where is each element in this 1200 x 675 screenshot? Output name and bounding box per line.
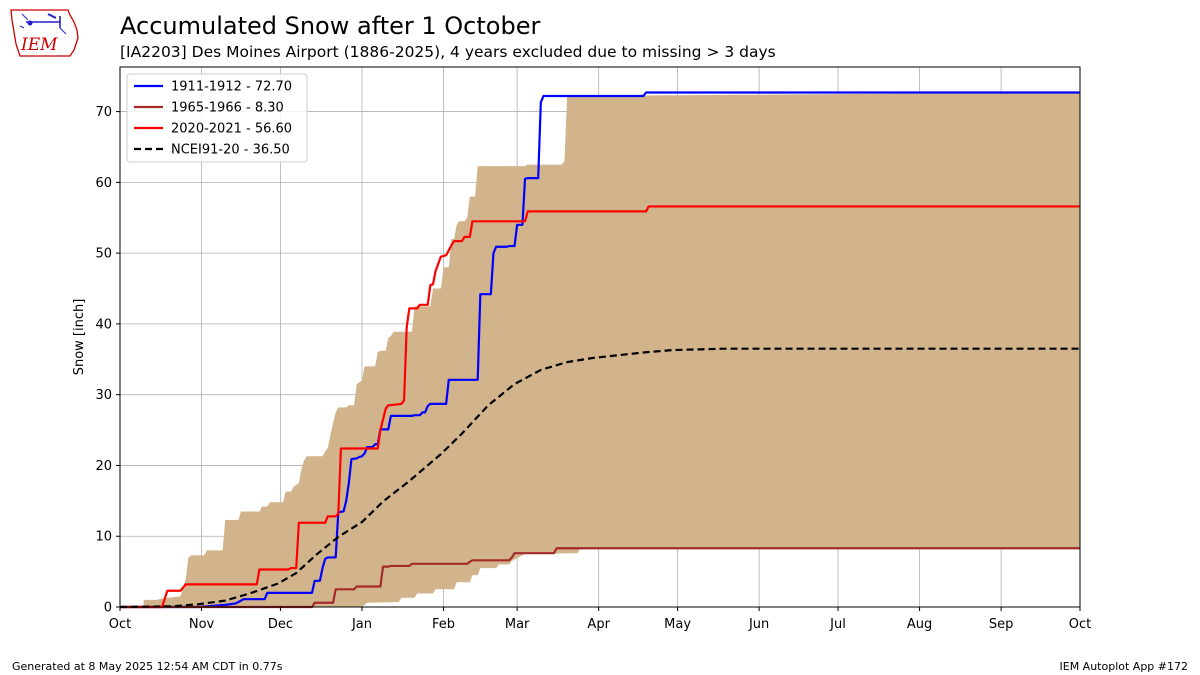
chart-title: Accumulated Snow after 1 October [120,12,541,40]
x-tick-label: Oct [1069,617,1091,632]
y-axis-label: Snow [inch] [72,299,87,376]
legend-label: NCEI91-20 - 36.50 [171,143,290,158]
y-tick-label: 0 [104,601,112,616]
legend-label: 1911-1912 - 72.70 [171,80,292,95]
x-tick-label: Dec [268,617,293,632]
y-axis: 0 10 20 30 40 50 60 70 [95,105,120,616]
y-tick-label: 20 [95,459,112,474]
legend-label: 2020-2021 - 56.60 [171,122,292,137]
series-line-1 [120,91,1080,609]
x-tick-label: Feb [432,617,455,632]
chart-subtitle: [IA2203] Des Moines Airport (1886-2025),… [120,43,776,61]
x-tick-label: Nov [189,617,215,632]
y-tick-label: 50 [95,247,112,262]
y-tick-label: 60 [95,176,112,191]
x-tick-label: Jul [829,617,846,632]
y-tick-label: 10 [95,530,112,545]
x-tick-label: Apr [587,617,610,632]
legend: 1911-1912 - 72.70 1965-1966 - 8.30 2020-20… [126,73,308,163]
range-band-area [120,92,1080,608]
generated-timestamp: Generated at 8 May 2025 12:54 AM CDT in … [12,660,283,673]
series-lines [119,91,1080,609]
legend-box [126,73,308,163]
range-band [120,92,1080,608]
y-tick-label: 30 [95,388,112,403]
x-tick-label: Sep [989,617,1014,632]
series-line-2 [120,547,1080,609]
iem-iowa-logo-icon: IEM [10,9,79,57]
x-axis: Oct Nov Dec Jan Feb Mar Apr May Jun Jul Aug Sep Oct [109,607,1091,632]
x-tick-label: Oct [109,617,131,632]
series-line-4 [119,347,1080,609]
x-tick-label: May [664,617,691,632]
x-tick-label: Jan [351,617,372,632]
x-tick-label: Jun [748,617,769,632]
series-line-3 [120,205,1080,609]
plot-frame [119,66,1081,608]
y-tick-label: 40 [95,317,112,332]
x-tick-label: Aug [907,617,932,632]
iem-logo: IEM [8,6,80,60]
x-tick-label: Mar [505,617,530,632]
y-tick-label: 70 [95,105,112,120]
legend-label: 1965-1966 - 8.30 [171,101,284,116]
logo-text: IEM [20,35,58,55]
app-credit: IEM Autoplot App #172 [1059,660,1189,673]
